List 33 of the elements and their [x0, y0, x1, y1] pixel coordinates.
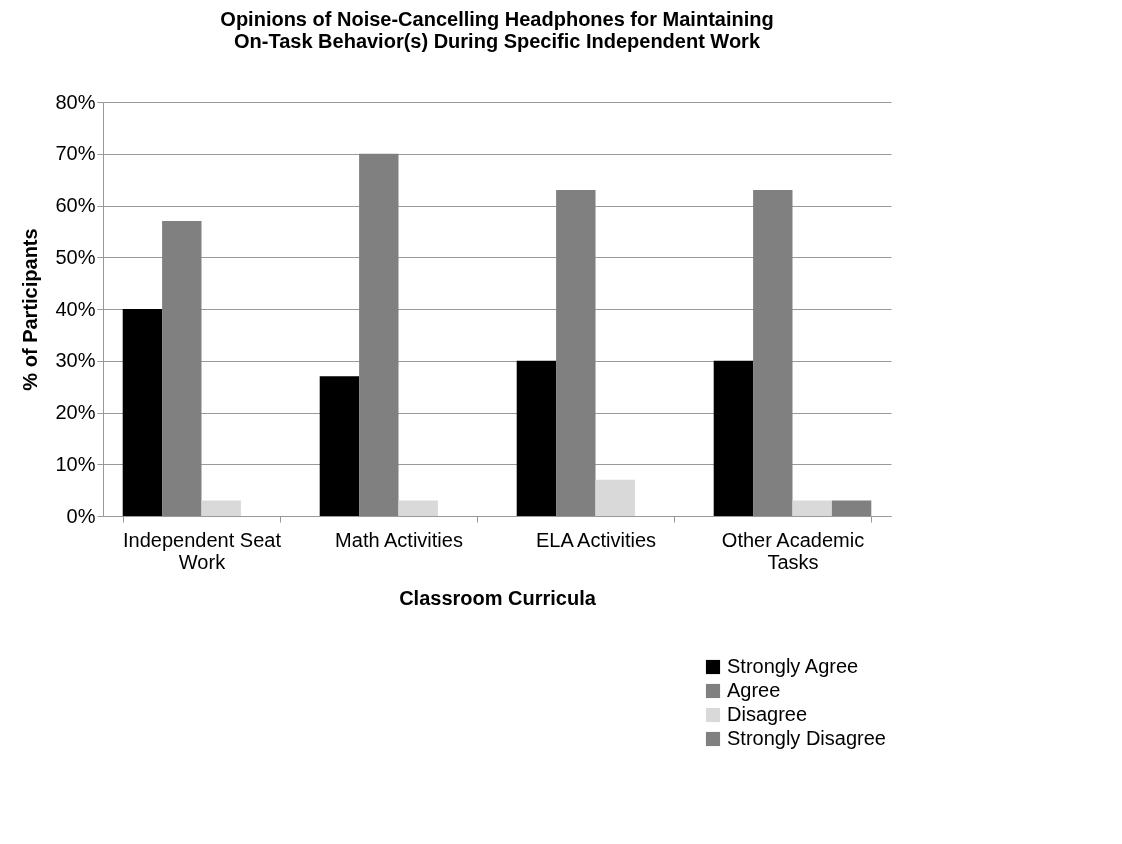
bar — [753, 189, 793, 516]
chart-title: Opinions of Noise-Cancelling Headphones for Maintaining On-Task Behavior(s) During Specific Independent Work — [220, 8, 774, 52]
y-tick-label: 50% — [55, 245, 96, 268]
x-axis-title: Classroom Curricula — [399, 586, 597, 609]
bar — [122, 309, 163, 516]
y-tick-label: 40% — [55, 297, 96, 320]
bar — [831, 500, 872, 516]
bar — [792, 500, 832, 516]
x-tick-label: Other Academic Tasks — [721, 528, 865, 573]
bar — [713, 360, 754, 516]
bar — [162, 221, 202, 516]
y-tick-label: 30% — [55, 349, 96, 372]
y-tick-label: 10% — [55, 452, 96, 475]
bar — [359, 153, 399, 516]
bar — [319, 376, 360, 516]
x-tick-label: Math Activities — [335, 528, 463, 551]
y-tick-label: 20% — [55, 401, 96, 423]
legend-label: Strongly Agree — [727, 655, 859, 677]
y-tick-label: 60% — [55, 194, 96, 216]
x-tick-label: Independent Seat Work — [123, 528, 282, 573]
y-tick-label: 0% — [66, 504, 96, 527]
bar — [556, 189, 596, 516]
x-tick-label: ELA Activities — [535, 528, 657, 551]
bar — [516, 360, 557, 516]
bar — [201, 500, 241, 516]
legend-label: Strongly Disagree — [727, 727, 886, 749]
bar — [398, 500, 438, 516]
bar — [595, 479, 635, 516]
y-tick-label: 80% — [55, 90, 96, 113]
legend-label: Disagree — [727, 703, 808, 725]
y-axis-title: % of Participants — [19, 228, 42, 391]
legend-label: Agree — [727, 679, 781, 701]
y-tick-label: 70% — [55, 142, 96, 165]
